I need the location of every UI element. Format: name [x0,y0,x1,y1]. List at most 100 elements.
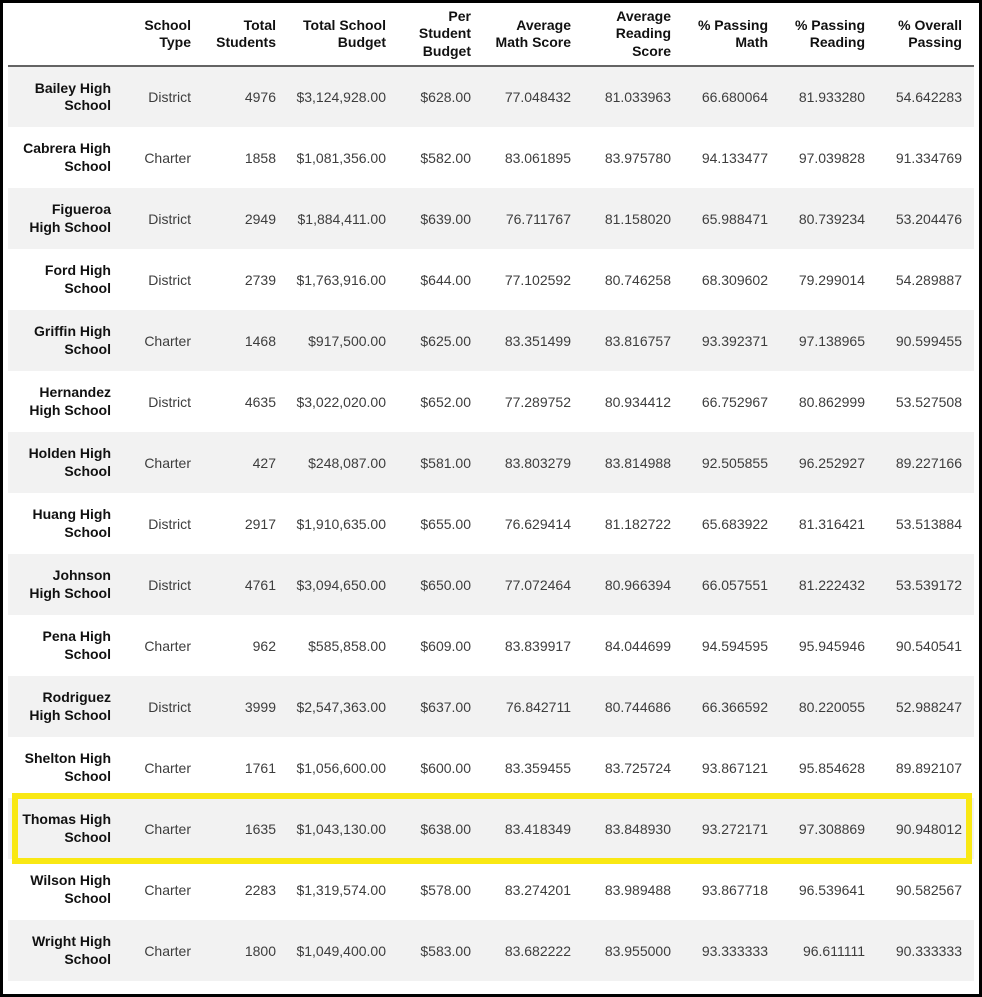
cell-average-math-score: 76.842711 [505,698,571,715]
cell-total-students: 4635 [244,393,276,410]
cell-average-reading-score: 83.955000 [604,942,671,959]
cell-total-school-budget: $1,049,400.00 [296,942,386,959]
cell-pct-passing-math: 66.752967 [701,393,768,410]
table-row: Bailey High School District 4976 $3,124,928… [8,66,974,127]
cell-average-reading-score: 80.746258 [604,271,671,288]
cell-school-type: Charter [144,454,191,471]
cell-total-students: 4976 [244,89,276,105]
cell-pct-overall-passing: 90.540541 [895,637,962,654]
cell-total-school-budget: $3,124,928.00 [296,89,386,105]
cell-pct-passing-reading: 97.039828 [798,149,865,166]
cell-school-type: District [148,89,191,105]
cell-pct-passing-reading: 97.138965 [798,332,865,349]
row-header-school-name: Griffin High School [34,323,111,357]
cell-average-math-score: 83.274201 [504,881,571,898]
table-body: Bailey High School District 4976 $3,124,928… [8,66,974,981]
cell-pct-overall-passing: 91.334769 [895,149,962,166]
cell-school-type: Charter [144,881,191,898]
cell-total-school-budget: $3,094,650.00 [296,576,386,593]
cell-average-math-score: 77.102592 [504,271,571,288]
cell-pct-passing-math: 92.505855 [701,454,768,471]
cell-per-student-budget: $652.00 [420,393,471,410]
cell-average-math-score: 76.629414 [504,515,571,532]
row-header-school-name: Thomas High School [22,811,111,845]
cell-pct-overall-passing: 90.582567 [895,881,962,898]
cell-pct-overall-passing: 90.599455 [895,332,962,349]
cell-per-student-budget: $638.00 [420,820,471,837]
cell-total-school-budget: $585,858.00 [308,637,386,654]
cell-average-math-score: 83.418349 [504,820,571,837]
cell-pct-passing-reading: 96.539641 [798,881,865,898]
col-header-pct-passing-math: % Passing Math [697,16,768,51]
cell-per-student-budget: $639.00 [420,210,471,227]
cell-total-students: 1468 [244,332,276,349]
cell-per-student-budget: $581.00 [420,454,471,471]
table-row: Ford High School District 2739 $1,763,916.0… [8,249,974,310]
cell-pct-passing-math: 66.366592 [701,698,768,715]
table-row: Cabrera High School Charter 1858 $1,081,356… [8,127,974,188]
cell-total-students: 427 [252,454,276,471]
cell-average-reading-score: 81.033963 [604,89,671,105]
col-header-per-student-budget: Per Student Budget [418,7,471,59]
cell-per-student-budget: $583.00 [420,942,471,959]
cell-school-type: Charter [144,637,191,654]
cell-average-reading-score: 80.744686 [604,698,671,715]
cell-per-student-budget: $625.00 [420,332,471,349]
cell-per-student-budget: $628.00 [420,89,471,105]
cell-total-school-budget: $248,087.00 [308,454,386,471]
cell-average-math-score: 83.803279 [504,454,571,471]
cell-total-students: 962 [252,637,276,654]
cell-average-math-score: 77.048432 [504,89,571,105]
cell-average-math-score: 77.289752 [504,393,571,410]
cell-per-student-budget: $578.00 [420,881,471,898]
row-header-school-name: Ford High School [44,262,111,296]
row-header-school-name: Figueroa High School [29,201,111,235]
header-row: School Type Total Students Total School … [8,3,974,66]
cell-total-students: 2917 [244,515,276,532]
cell-pct-passing-math: 93.392371 [701,332,768,349]
row-header-school-name: Shelton High School [24,750,111,784]
cell-average-math-score: 83.839917 [504,637,571,654]
cell-average-reading-score: 83.848930 [604,820,671,837]
cell-pct-overall-passing: 89.892107 [895,759,962,776]
cell-pct-passing-math: 94.133477 [701,149,768,166]
cell-average-math-score: 83.682222 [504,942,571,959]
cell-total-school-budget: $1,910,635.00 [296,515,386,532]
row-header-school-name: Wilson High School [30,872,111,906]
cell-total-school-budget: $1,081,356.00 [296,149,386,166]
cell-school-type: District [148,393,191,410]
table-row: Figueroa High School District 2949 $1,884,4… [8,188,974,249]
cell-total-students: 2739 [244,271,276,288]
cell-pct-passing-reading: 80.739234 [798,210,865,227]
cell-school-type: District [148,271,191,288]
cell-per-student-budget: $637.00 [420,698,471,715]
cell-pct-passing-math: 65.988471 [701,210,768,227]
cell-pct-overall-passing: 90.948012 [895,820,962,837]
cell-average-reading-score: 83.975780 [604,149,671,166]
cell-average-reading-score: 80.966394 [604,576,671,593]
cell-total-school-budget: $1,319,574.00 [296,881,386,898]
cell-pct-passing-reading: 97.308869 [798,820,865,837]
col-header-average-reading-score: Average Reading Score [615,7,671,59]
cell-pct-passing-math: 93.867121 [701,759,768,776]
cell-pct-passing-math: 65.683922 [701,515,768,532]
cell-pct-passing-reading: 81.933280 [798,89,865,105]
col-header-total-students: Total Students [216,16,276,51]
table-row: Holden High School Charter 427 $248,087.00 $… [8,432,974,493]
cell-school-type: Charter [144,820,191,837]
cell-pct-overall-passing: 53.527508 [895,393,962,410]
cell-average-math-score: 83.061895 [504,149,571,166]
table-row: Griffin High School Charter 1468 $917,500.0… [8,310,974,371]
cell-average-reading-score: 81.158020 [604,210,671,227]
col-header-average-math-score: Average Math Score [495,16,571,51]
row-header-school-name: Huang High School [32,506,111,540]
cell-total-school-budget: $1,884,411.00 [297,210,387,227]
row-header-school-name: Pena High School [42,628,111,662]
cell-pct-passing-reading: 95.854628 [798,759,865,776]
cell-pct-overall-passing: 54.289887 [895,271,962,288]
cell-total-students: 3999 [244,698,276,715]
cell-average-math-score: 76.711767 [505,210,571,227]
cell-per-student-budget: $644.00 [420,271,471,288]
cell-average-math-score: 83.351499 [504,332,571,349]
